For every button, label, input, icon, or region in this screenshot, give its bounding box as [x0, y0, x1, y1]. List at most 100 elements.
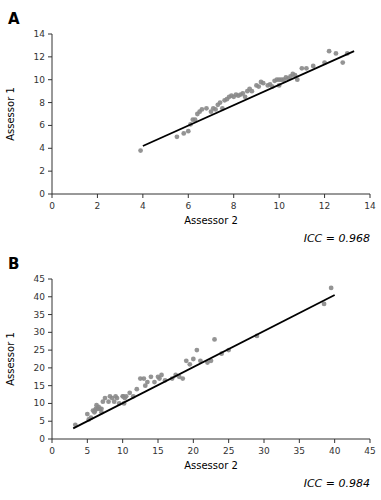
- y-tick-label: 30: [34, 327, 46, 337]
- x-axis: [52, 194, 370, 195]
- y-tick-label: 15: [34, 381, 45, 391]
- scatter-point: [187, 362, 192, 367]
- scatter-point: [204, 106, 209, 111]
- scatter-point: [127, 390, 132, 395]
- x-tick: [228, 439, 229, 443]
- y-tick: [48, 367, 52, 368]
- scatter-point: [329, 285, 334, 290]
- y-tick-label: 0: [39, 434, 45, 444]
- y-tick: [48, 296, 52, 297]
- y-tick-label: 25: [34, 345, 45, 355]
- scatter-point: [180, 376, 185, 381]
- y-tick: [48, 56, 52, 57]
- scatter-point: [115, 396, 120, 401]
- x-tick-label: 0: [49, 201, 55, 211]
- y-tick-label: 35: [34, 310, 45, 320]
- y-tick-label: 0: [39, 189, 45, 199]
- x-tick-label: 8: [231, 201, 237, 211]
- scatter-point: [141, 376, 146, 381]
- y-axis-label: Assessor 1: [5, 332, 16, 386]
- scatter-point: [85, 412, 90, 417]
- y-tick-label: 12: [34, 52, 45, 62]
- x-tick: [122, 439, 123, 443]
- scatter-point: [340, 60, 345, 65]
- y-tick: [48, 403, 52, 404]
- scatter-point: [261, 81, 266, 86]
- y-tick: [48, 171, 52, 172]
- y-tick: [48, 34, 52, 35]
- scatter-point: [99, 406, 104, 411]
- y-tick: [48, 79, 52, 80]
- trend-line: [143, 51, 354, 146]
- scatter-point: [181, 131, 186, 136]
- y-tick-label: 10: [34, 398, 46, 408]
- plot-area: [138, 49, 354, 153]
- x-axis-label: Assessor 2: [184, 215, 238, 226]
- x-tick-label: 30: [258, 446, 270, 456]
- scatter-point: [299, 66, 304, 71]
- y-tick-label: 14: [34, 29, 46, 39]
- x-tick: [97, 194, 98, 198]
- x-tick-label: 5: [84, 446, 90, 456]
- panel: A0246810121402468101214Assessor 2Assesso…: [5, 10, 376, 245]
- y-tick-label: 5: [39, 416, 45, 426]
- y-tick: [48, 125, 52, 126]
- x-tick: [264, 439, 265, 443]
- x-tick: [87, 439, 88, 443]
- scatter-point: [200, 107, 205, 112]
- x-tick-label: 4: [140, 201, 146, 211]
- y-tick-label: 2: [39, 166, 45, 176]
- scatter-point: [212, 337, 217, 342]
- x-tick-label: 15: [152, 446, 163, 456]
- scatter-point: [149, 374, 154, 379]
- plot-area: [73, 285, 335, 428]
- x-axis: [52, 439, 370, 440]
- scatter-point: [194, 348, 199, 353]
- x-tick-label: 25: [223, 446, 234, 456]
- y-tick-label: 10: [34, 75, 46, 85]
- x-tick: [188, 194, 189, 198]
- panel-label: B: [8, 255, 19, 273]
- x-tick: [52, 194, 53, 198]
- annotation: ICC = 0.968: [304, 232, 370, 245]
- x-tick: [299, 439, 300, 443]
- scatter-point: [145, 380, 150, 385]
- x-tick-label: 14: [364, 201, 376, 211]
- y-axis: [52, 34, 53, 194]
- y-tick: [48, 439, 52, 440]
- y-tick-label: 20: [34, 363, 46, 373]
- y-tick: [48, 194, 52, 195]
- x-tick: [193, 439, 194, 443]
- annotation: ICC = 0.984: [304, 477, 370, 490]
- scatter-point: [249, 89, 254, 94]
- x-tick-label: 10: [117, 446, 129, 456]
- scatter-point: [159, 373, 164, 378]
- scatter-point: [175, 134, 180, 139]
- y-tick: [48, 332, 52, 333]
- panel-label: A: [8, 10, 20, 28]
- scatter-point: [186, 129, 191, 134]
- trend-line: [73, 295, 334, 428]
- x-axis-label: Assessor 2: [184, 460, 238, 471]
- x-tick-label: 12: [319, 201, 330, 211]
- y-tick: [48, 350, 52, 351]
- y-tick: [48, 148, 52, 149]
- y-tick: [48, 314, 52, 315]
- x-tick: [158, 439, 159, 443]
- scatter-point: [106, 399, 111, 404]
- scatter-point: [138, 148, 143, 153]
- x-tick-label: 2: [95, 201, 101, 211]
- y-tick-label: 8: [39, 98, 45, 108]
- x-tick: [370, 194, 371, 198]
- scatter-point: [191, 357, 196, 362]
- x-tick: [334, 439, 335, 443]
- x-tick: [52, 439, 53, 443]
- y-axis-label: Assessor 1: [5, 87, 16, 141]
- x-tick: [142, 194, 143, 198]
- y-tick: [48, 421, 52, 422]
- scatter-point: [218, 100, 223, 105]
- x-tick: [370, 439, 371, 443]
- scatter-point: [124, 394, 129, 399]
- scatter-point: [184, 358, 189, 363]
- y-tick-label: 6: [39, 120, 45, 130]
